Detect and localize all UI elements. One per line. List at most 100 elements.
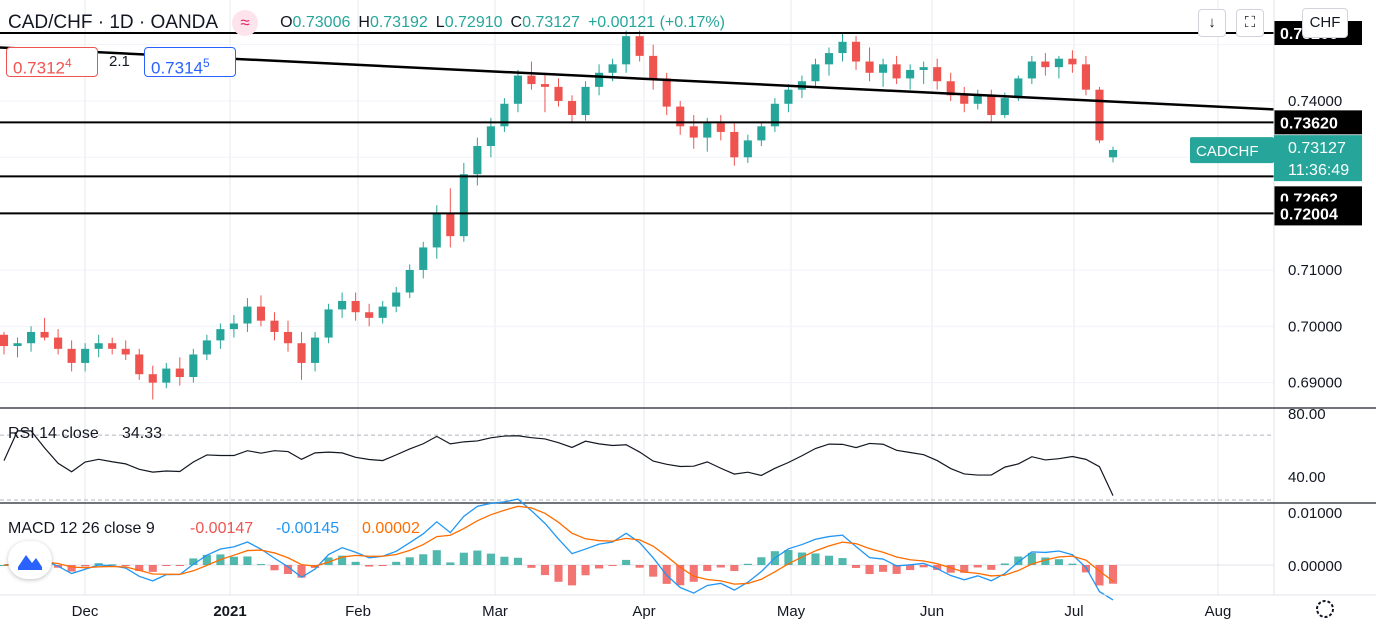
open-value: 0.73006 [292,14,351,31]
currency-button[interactable]: CHF [1302,8,1348,38]
candle-body [1081,64,1091,90]
candle-body [189,354,198,378]
candle-body [135,354,144,375]
candle-body [446,213,455,237]
candle-body [527,75,536,85]
price-tick-label: 0.71000 [1288,262,1342,279]
candle-body [26,331,36,344]
buy-price-button[interactable]: 0.73145 [144,47,236,78]
symbol-tag-bg [1190,137,1274,164]
macd-histogram-bar [987,565,996,570]
macd-histogram-bar [730,565,739,572]
macd-histogram-bar [202,554,211,565]
macd-histogram-bar [283,565,293,574]
macd-value: -0.00147 [190,520,253,537]
candle-body [175,368,184,378]
macd-histogram-bar [162,565,171,566]
candle-body [500,103,509,127]
time-axis-label: Jul [1064,603,1083,620]
candle-body [486,126,495,147]
macd-histogram-bar [405,557,414,565]
macd-label: MACD 12 26 close 9 [8,520,155,537]
macd-histogram-bar [635,565,644,568]
candle-body [1000,98,1009,116]
candle-body [121,348,130,355]
candle-body [689,126,698,138]
macd-signal-value: -0.00145 [276,520,339,537]
candle-body [622,36,631,65]
macd-tick-label: 0.01000 [1288,505,1342,522]
fullscreen-icon[interactable]: ⛶ [1236,9,1264,37]
macd-histogram-bar [1027,552,1036,565]
candle-body [1095,89,1104,141]
macd-histogram-bar [189,558,198,565]
candle-body [67,348,76,363]
level-label: 0.72004 [1280,206,1338,223]
high-label: H [358,14,370,31]
macd-histogram-bar [1041,557,1050,565]
candle-body [54,337,63,349]
macd-histogram-bar [554,565,563,582]
sell-price-button[interactable]: 0.73124 [6,47,98,78]
macd-histogram-bar [676,565,685,586]
candle-body [892,64,901,79]
macd-histogram-bar [108,564,117,566]
time-axis-label: Apr [632,603,655,620]
macd-histogram-bar [473,550,482,565]
candle-body [108,343,117,349]
macd-histogram-bar [338,555,347,565]
macd-histogram-bar [175,565,184,566]
candle-body [513,75,522,104]
candle-body [1054,58,1063,68]
time-axis-label: Feb [345,603,371,620]
macd-histogram-bar [851,565,861,568]
candle-body [608,64,617,73]
macd-histogram-bar [824,555,834,565]
signal-line [3,505,1114,585]
wave-logo-icon: ≈ [232,10,259,36]
price-tick-label: 0.74000 [1288,93,1342,110]
settings-gear-icon[interactable] [1316,600,1334,618]
candle-body [824,53,834,65]
macd-line [3,498,1114,601]
rsi-label: RSI 14 close [8,425,99,442]
candle-body [283,331,293,344]
macd-histogram-bar [351,561,360,565]
macd-histogram-bar [1095,565,1104,586]
tradingview-logo-icon[interactable] [8,541,52,579]
symbol-title[interactable]: CAD/CHF · 1D · OANDA [8,12,219,33]
macd-histogram-bar [689,565,698,582]
candle-body [784,89,793,104]
candle-body [811,64,820,82]
candle-body [581,86,590,116]
macd-histogram-bar [716,565,725,568]
close-label: C [510,14,523,31]
arrow-down-icon[interactable]: ↓ [1198,9,1226,37]
macd-histogram-bar [432,550,441,565]
macd-histogram-bar [919,565,928,568]
macd-histogram-bar [838,558,847,565]
macd-histogram-bar [324,557,333,565]
high-value: 0.73192 [369,14,428,31]
candle-body [1041,61,1050,68]
candle-body [392,292,401,307]
macd-histogram-bar [879,565,888,572]
macd-histogram-bar [148,565,157,572]
open-label: O [280,14,293,31]
macd-histogram-bar [1054,559,1063,565]
candle-body [973,95,982,104]
candle-body [987,95,996,116]
candle-body [229,323,238,330]
macd-histogram-bar [527,565,536,568]
macd-histogram-bar [229,556,238,565]
macd-histogram-bar [500,556,509,565]
candle-body [635,36,644,56]
candle-body [865,61,874,73]
candle-body [933,67,942,82]
macd-histogram-bar [378,565,387,566]
time-axis-label: 2021 [213,603,246,620]
candle-body [365,312,374,318]
macd-histogram-bar [1014,556,1023,565]
macd-histogram-bar [608,565,617,566]
